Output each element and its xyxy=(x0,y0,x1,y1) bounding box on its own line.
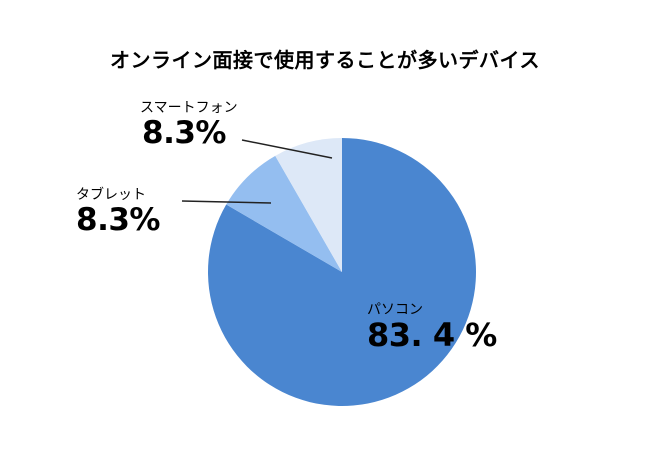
label-name: パソコン xyxy=(367,302,423,318)
pie-slices xyxy=(207,138,476,406)
label-value: 83. 4 % xyxy=(367,316,497,354)
label-pc: パソコン 83. 4 % xyxy=(367,302,497,352)
label-value: 8.3% xyxy=(142,115,226,151)
label-name: タブレット xyxy=(76,187,146,203)
leader-line-smartphone xyxy=(241,139,333,159)
chart-title: オンライン面接で使用することが多いデバイス xyxy=(110,48,540,72)
label-tablet: タブレット 8.3% xyxy=(76,187,160,237)
pie-slice-smartphone xyxy=(275,138,342,272)
leader-line-tablet xyxy=(181,200,272,204)
label-smartphone: スマートフォン 8.3% xyxy=(140,100,238,150)
label-value: 8.3% xyxy=(76,202,160,238)
pie-slice-tablet xyxy=(226,155,342,272)
label-name: スマートフォン xyxy=(140,100,238,116)
